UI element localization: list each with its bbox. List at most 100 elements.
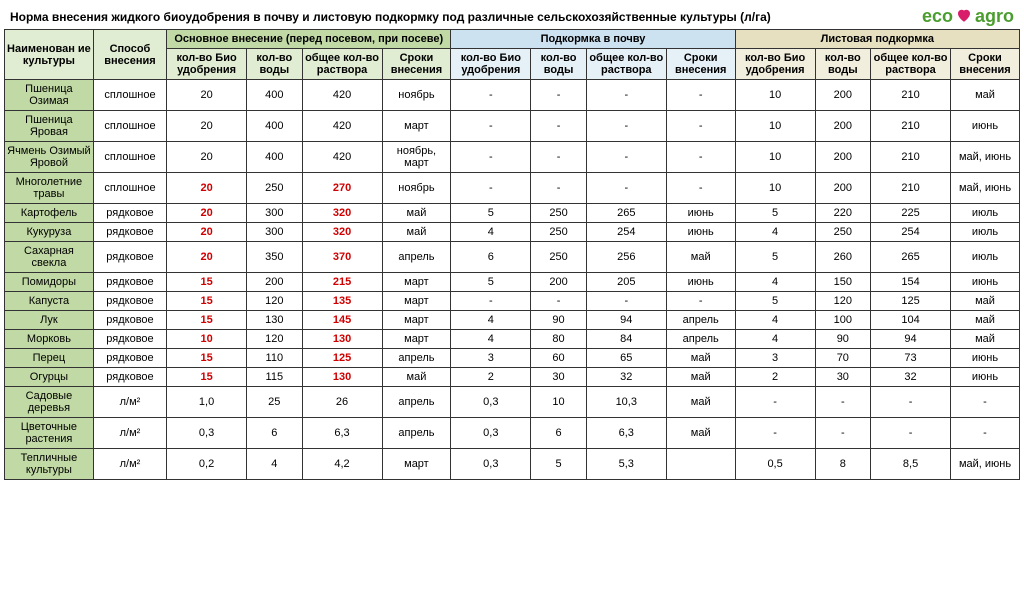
col-g3-total: общее кол-во раствора <box>871 49 951 80</box>
table-row: Ячмень Озимый Яровойсплошное20400420нояб… <box>5 142 1020 173</box>
cell: Пшеница Яровая <box>5 111 94 142</box>
cell: 265 <box>871 242 951 273</box>
cell: март <box>382 449 451 480</box>
cell: - <box>735 418 815 449</box>
cell: - <box>666 80 735 111</box>
cell: Картофель <box>5 204 94 223</box>
cell: 4 <box>247 449 303 480</box>
cell: Многолетние травы <box>5 173 94 204</box>
table-row: Огурцырядковое15115130май23032май23032ию… <box>5 368 1020 387</box>
cell: 5 <box>735 204 815 223</box>
cell: рядковое <box>93 292 166 311</box>
logo-agro: agro <box>975 6 1014 27</box>
cell: 110 <box>247 349 303 368</box>
cell: июль <box>951 204 1020 223</box>
cell: май <box>951 330 1020 349</box>
col-g2-bio: кол-во Био удобрения <box>451 49 531 80</box>
cell: 15 <box>167 349 247 368</box>
cell: 130 <box>302 330 382 349</box>
col-g2-time: Сроки внесения <box>666 49 735 80</box>
cell: л/м² <box>93 387 166 418</box>
cell: 2 <box>735 368 815 387</box>
cell: 5 <box>531 449 587 480</box>
cell: 120 <box>815 292 871 311</box>
table-row: Садовые деревьял/м²1,02526апрель0,31010,… <box>5 387 1020 418</box>
cell: - <box>451 111 531 142</box>
cell <box>666 449 735 480</box>
cell: 10 <box>735 80 815 111</box>
cell: 30 <box>531 368 587 387</box>
cell: 4 <box>735 273 815 292</box>
cell: 20 <box>167 204 247 223</box>
table-row: Лукрядковое15130145март49094апрель410010… <box>5 311 1020 330</box>
cell: ноябрь, март <box>382 142 451 173</box>
cell: апрель <box>382 387 451 418</box>
cell: 6,3 <box>586 418 666 449</box>
col-g1-time: Сроки внесения <box>382 49 451 80</box>
cell: 250 <box>815 223 871 242</box>
cell: Перец <box>5 349 94 368</box>
cell: 270 <box>302 173 382 204</box>
cell: 25 <box>247 387 303 418</box>
fertilizer-table: Наименован ие культуры Способ внесения О… <box>4 29 1020 480</box>
cell: 6 <box>451 242 531 273</box>
cell: апрель <box>382 349 451 368</box>
cell: 15 <box>167 311 247 330</box>
cell: 4 <box>451 311 531 330</box>
cell: 10 <box>735 142 815 173</box>
cell: Цветочные растения <box>5 418 94 449</box>
col-crop-name: Наименован ие культуры <box>5 30 94 80</box>
table-row: Тепличные культурыл/м²0,244,2март0,355,3… <box>5 449 1020 480</box>
cell: 210 <box>871 173 951 204</box>
cell: 145 <box>302 311 382 330</box>
cell: 20 <box>167 80 247 111</box>
cell: Морковь <box>5 330 94 349</box>
cell: 4 <box>735 223 815 242</box>
cell: 65 <box>586 349 666 368</box>
cell: - <box>451 292 531 311</box>
cell: май <box>951 292 1020 311</box>
cell: Огурцы <box>5 368 94 387</box>
cell: рядковое <box>93 273 166 292</box>
cell: май <box>666 387 735 418</box>
cell: 420 <box>302 80 382 111</box>
table-row: Кукурузарядковое20300320май4250254июнь42… <box>5 223 1020 242</box>
cell: - <box>451 80 531 111</box>
cell: 10 <box>167 330 247 349</box>
cell: Сахарная свекла <box>5 242 94 273</box>
col-group-soil: Подкормка в почву <box>451 30 735 49</box>
cell: 265 <box>586 204 666 223</box>
cell: - <box>451 173 531 204</box>
cell: - <box>586 292 666 311</box>
cell: 400 <box>247 80 303 111</box>
cell: июнь <box>951 349 1020 368</box>
cell: май <box>666 418 735 449</box>
cell: май <box>951 311 1020 330</box>
cell: - <box>531 80 587 111</box>
logo-eco: eco <box>922 6 953 27</box>
cell: 94 <box>586 311 666 330</box>
cell: рядковое <box>93 349 166 368</box>
cell: 350 <box>247 242 303 273</box>
table-row: Капустарядковое15120135март----5120125ма… <box>5 292 1020 311</box>
cell: 254 <box>871 223 951 242</box>
cell: март <box>382 311 451 330</box>
cell: июнь <box>951 368 1020 387</box>
cell: 200 <box>815 173 871 204</box>
cell: 20 <box>167 173 247 204</box>
cell: ноябрь <box>382 173 451 204</box>
cell: 200 <box>815 142 871 173</box>
cell: 0,2 <box>167 449 247 480</box>
cell: июль <box>951 223 1020 242</box>
cell: 90 <box>531 311 587 330</box>
cell: сплошное <box>93 111 166 142</box>
cell: 5 <box>735 292 815 311</box>
cell: июль <box>951 242 1020 273</box>
cell: 260 <box>815 242 871 273</box>
cell: апрель <box>666 311 735 330</box>
cell: 4 <box>735 311 815 330</box>
cell: 15 <box>167 273 247 292</box>
cell: Пшеница Озимая <box>5 80 94 111</box>
cell: 320 <box>302 204 382 223</box>
cell: - <box>666 173 735 204</box>
